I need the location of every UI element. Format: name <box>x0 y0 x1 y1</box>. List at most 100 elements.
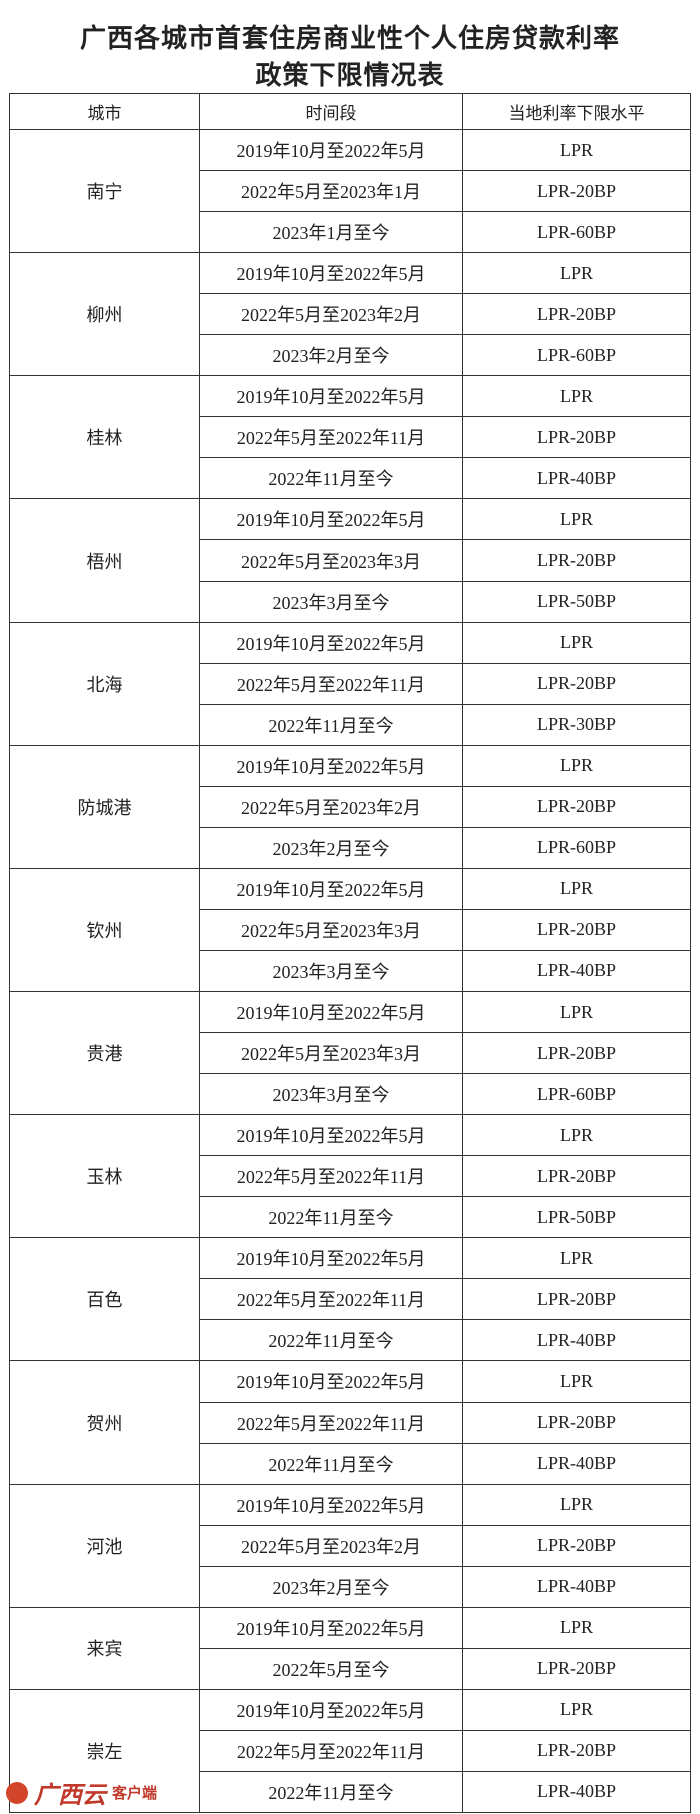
city-cell: 贵港 <box>9 992 200 1116</box>
rate-cell: LPR <box>463 499 691 541</box>
rate-cell: LPR-20BP <box>463 1279 691 1321</box>
city-cell: 来宾 <box>9 1607 200 1690</box>
period-cell: 2022年11月至今 <box>200 458 463 500</box>
period-cell: 2022年5月至2022年11月 <box>200 1279 463 1321</box>
rate-cell: LPR-50BP <box>463 581 691 623</box>
period-cell: 2022年5月至今 <box>200 1648 463 1690</box>
period-cell: 2023年1月至今 <box>200 212 463 254</box>
period-cell: 2019年10月至2022年5月 <box>200 1238 463 1280</box>
rate-cell: LPR <box>463 622 691 664</box>
period-cell: 2019年10月至2022年5月 <box>200 1361 463 1403</box>
period-cell: 2023年2月至今 <box>200 827 463 869</box>
rate-cell: LPR-20BP <box>463 786 691 828</box>
watermark-suffix: 客户端 <box>112 1784 158 1802</box>
city-cell: 柳州 <box>9 253 200 377</box>
rate-cell: LPR-40BP <box>463 458 691 500</box>
city-cell: 北海 <box>9 622 200 746</box>
rate-cell: LPR <box>463 1607 691 1649</box>
period-cell: 2022年5月至2022年11月 <box>200 1156 463 1198</box>
period-cell: 2023年3月至今 <box>200 950 463 993</box>
period-cell: 2019年10月至2022年5月 <box>200 1607 463 1649</box>
period-cell: 2022年11月至今 <box>200 1320 463 1362</box>
period-cell: 2019年10月至2022年5月 <box>200 376 463 418</box>
period-cell: 2022年5月至2023年2月 <box>200 294 463 336</box>
period-cell: 2022年5月至2022年11月 <box>200 417 463 459</box>
rate-cell: LPR <box>463 130 691 172</box>
rate-cell: LPR <box>463 868 691 910</box>
rate-cell: LPR-20BP <box>463 540 691 582</box>
period-cell: 2022年11月至今 <box>200 1771 463 1813</box>
city-cell: 桂林 <box>9 376 200 500</box>
rate-cell: LPR-40BP <box>463 1566 691 1608</box>
rate-cell: LPR-20BP <box>463 1156 691 1198</box>
city-cell: 崇左 <box>9 1689 200 1813</box>
city-cell: 钦州 <box>9 868 200 993</box>
logo-icon <box>6 1781 28 1804</box>
period-cell: 2019年10月至2022年5月 <box>200 992 463 1034</box>
period-cell: 2022年5月至2023年3月 <box>200 1033 463 1075</box>
rate-cell: LPR-20BP <box>463 909 691 951</box>
rate-cell: LPR <box>463 253 691 295</box>
period-cell: 2022年5月至2023年1月 <box>200 171 463 213</box>
rate-cell: LPR-20BP <box>463 1033 691 1075</box>
rate-cell: LPR-40BP <box>463 1320 691 1362</box>
rate-cell: LPR-60BP <box>463 827 691 869</box>
city-cell: 贺州 <box>9 1361 200 1485</box>
rate-cell: LPR <box>463 1484 691 1526</box>
rate-cell: LPR-40BP <box>463 1443 691 1485</box>
title-line: 广西各城市首套住房商业性个人住房贷款利率 <box>79 24 620 54</box>
rate-cell: LPR-20BP <box>463 1402 691 1444</box>
period-cell: 2023年2月至今 <box>200 1566 463 1608</box>
rate-cell: LPR <box>463 376 691 418</box>
period-cell: 2022年5月至2023年3月 <box>200 909 463 951</box>
watermark-brand: 广西云 <box>34 1780 106 1809</box>
period-cell: 2022年11月至今 <box>200 1443 463 1485</box>
period-cell: 2019年10月至2022年5月 <box>200 130 463 172</box>
city-cell: 梧州 <box>9 499 200 623</box>
header-cell: 时间段 <box>200 93 463 130</box>
period-cell: 2023年3月至今 <box>200 1074 463 1116</box>
rate-cell: LPR <box>463 1689 691 1731</box>
title-line: 政策下限情况表 <box>255 61 445 91</box>
period-cell: 2019年10月至2022年5月 <box>200 868 463 910</box>
rate-cell: LPR-40BP <box>463 950 691 993</box>
period-cell: 2022年11月至今 <box>200 704 463 746</box>
period-cell: 2019年10月至2022年5月 <box>200 1115 463 1157</box>
period-cell: 2023年2月至今 <box>200 335 463 377</box>
period-cell: 2022年5月至2022年11月 <box>200 1402 463 1444</box>
rate-cell: LPR-20BP <box>463 663 691 705</box>
rate-cell: LPR-20BP <box>463 1525 691 1567</box>
rate-cell: LPR-60BP <box>463 335 691 377</box>
period-cell: 2022年5月至2023年2月 <box>200 1525 463 1567</box>
period-cell: 2019年10月至2022年5月 <box>200 745 463 787</box>
rate-cell: LPR-50BP <box>463 1197 691 1239</box>
rate-cell: LPR-20BP <box>463 1648 691 1690</box>
header-cell: 城市 <box>9 93 200 130</box>
rate-cell: LPR <box>463 992 691 1034</box>
period-cell: 2019年10月至2022年5月 <box>200 1689 463 1731</box>
period-cell: 2023年3月至今 <box>200 581 463 623</box>
city-cell: 南宁 <box>9 130 200 254</box>
rate-cell: LPR-20BP <box>463 171 691 213</box>
watermark: 广西云 客户端 <box>6 1775 157 1810</box>
rate-cell: LPR-20BP <box>463 1730 691 1772</box>
period-cell: 2019年10月至2022年5月 <box>200 253 463 295</box>
rate-cell: LPR <box>463 1115 691 1157</box>
city-cell: 防城港 <box>9 745 200 869</box>
rate-cell: LPR <box>463 1361 691 1403</box>
rate-cell: LPR-20BP <box>463 294 691 336</box>
header-cell: 当地利率下限水平 <box>463 93 691 130</box>
city-cell: 百色 <box>9 1238 200 1362</box>
period-cell: 2022年5月至2022年11月 <box>200 663 463 705</box>
rate-cell: LPR <box>463 1238 691 1280</box>
city-cell: 玉林 <box>9 1115 200 1239</box>
rate-cell: LPR-40BP <box>463 1771 691 1813</box>
period-cell: 2019年10月至2022年5月 <box>200 1484 463 1526</box>
rate-cell: LPR-60BP <box>463 212 691 254</box>
rate-cell: LPR-20BP <box>463 417 691 459</box>
rate-cell: LPR <box>463 745 691 787</box>
period-cell: 2022年5月至2023年3月 <box>200 540 463 582</box>
rate-cell: LPR-30BP <box>463 704 691 746</box>
city-cell: 河池 <box>9 1484 200 1608</box>
